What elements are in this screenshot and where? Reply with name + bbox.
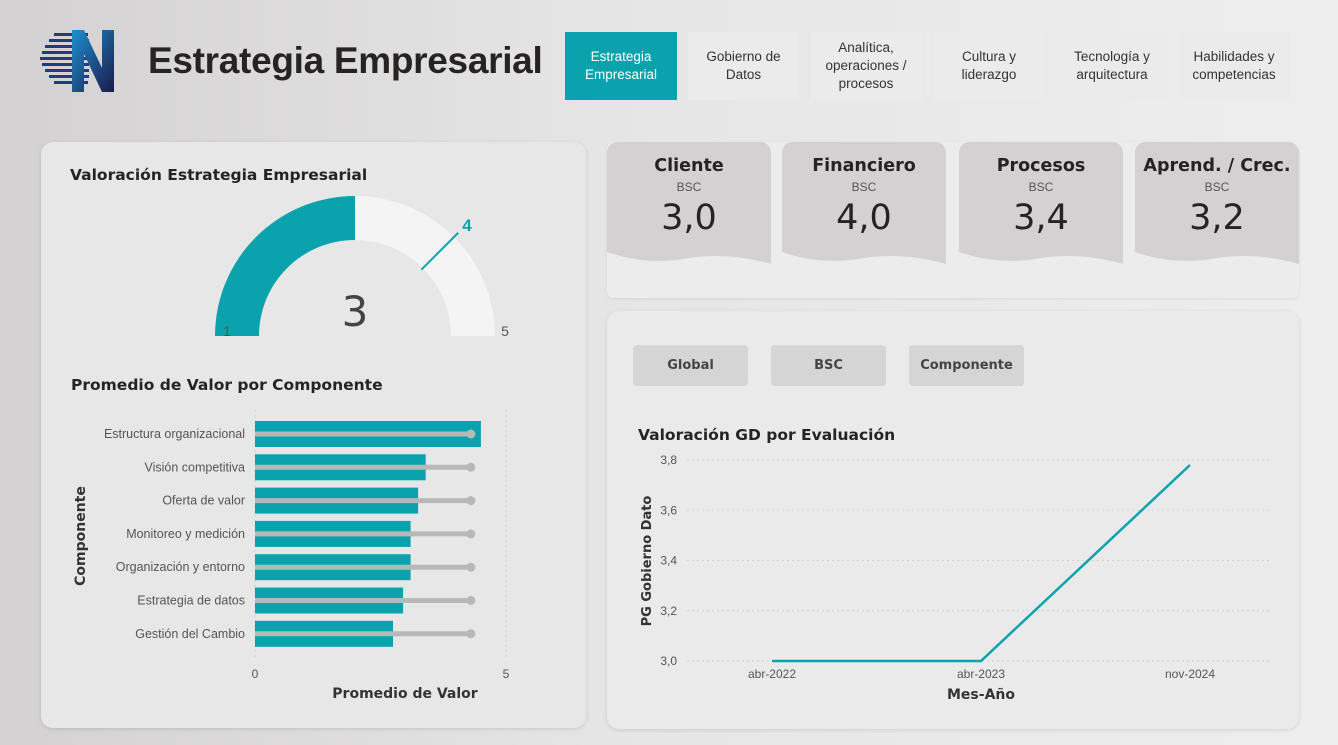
nav-tecnologia-arquitectura[interactable]: Tecnología y arquitectura [1056, 32, 1168, 100]
line-y-axis-label: PG Gobierno Dato [640, 496, 655, 627]
bar-category-label: Organización y entorno [116, 560, 245, 574]
segment-global-button[interactable]: Global [633, 345, 748, 386]
lollipop-dot [466, 462, 476, 472]
kpi-value: 4,0 [836, 198, 892, 238]
bar-chart: Estructura organizacional Visión competit… [73, 410, 510, 702]
gauge-target-marker [420, 232, 459, 271]
kpi-title: Cliente [654, 156, 724, 176]
kpi-subtitle: BSC [676, 180, 702, 194]
line-series [772, 464, 1191, 663]
line-x-axis-label: Mes-Año [947, 687, 1015, 703]
kpi-value: 3,4 [1013, 198, 1069, 238]
lollipop-dot [466, 629, 476, 639]
lollipop-dot [466, 529, 476, 539]
bar-x-axis-label: Promedio de Valor [332, 686, 478, 702]
bar-x-tick-1: 5 [503, 667, 510, 681]
kpi-card-financiero: Financiero BSC 4,0 [782, 142, 946, 298]
gauge-title: Valoración Estrategia Empresarial [70, 166, 368, 184]
kpi-card-aprendizaje: Aprend. / Crec. BSC 3,2 [1135, 142, 1299, 298]
line-y-tick: 3,2 [660, 604, 677, 618]
nav-cultura-liderazgo[interactable]: Cultura y liderazgo [933, 32, 1045, 100]
line-x-tick: abr-2023 [957, 667, 1005, 681]
line-y-tick: 3,0 [660, 654, 677, 668]
gauge-chart: 4 3 1 5 [215, 196, 509, 339]
lollipop-dot [466, 562, 476, 572]
company-logo [40, 30, 114, 92]
bar-category-label: Oferta de valor [162, 494, 245, 508]
segment-componente-button[interactable]: Componente [909, 345, 1024, 386]
line-y-tick: 3,4 [660, 554, 677, 568]
kpi-subtitle: BSC [851, 180, 877, 194]
bar-y-axis-label: Componente [73, 486, 89, 586]
page-title: Estrategia Empresarial [148, 40, 543, 81]
gauge-max-label: 5 [501, 323, 509, 339]
gauge-value-label: 3 [342, 287, 369, 336]
bar-category-label: Estrategia de datos [137, 594, 245, 608]
bar-category-label: Estructura organizacional [104, 427, 245, 441]
kpi-subtitle: BSC [1028, 180, 1054, 194]
kpi-title: Financiero [812, 156, 916, 176]
lollipop-dot [466, 429, 476, 439]
line-chart-title: Valoración GD por Evaluación [638, 426, 896, 444]
bar-x-tick-0: 0 [252, 667, 259, 681]
bar-chart-title: Promedio de Valor por Componente [71, 376, 383, 394]
kpi-card-procesos: Procesos BSC 3,4 [959, 142, 1123, 298]
gauge-fill [215, 196, 355, 336]
left-panel: Valoración Estrategia Empresarial 4 3 1 … [41, 142, 586, 728]
kpi-value: 3,0 [661, 198, 717, 238]
lollipop-dot [466, 496, 476, 506]
kpi-title: Aprend. / Crec. [1143, 156, 1291, 176]
bar-category-label: Monitoreo y medición [126, 527, 245, 541]
nav-analitica-operaciones[interactable]: Analítica, operaciones / procesos [810, 32, 922, 100]
gauge-min-label: 1 [223, 323, 231, 339]
kpi-card-cliente: Cliente BSC 3,0 [607, 142, 771, 298]
bar-category-label: Visión competitiva [144, 460, 245, 474]
gauge-target-label: 4 [462, 216, 472, 235]
line-x-tick: nov-2024 [1165, 667, 1215, 681]
line-x-tick: abr-2022 [748, 667, 796, 681]
nav-estrategia-empresarial[interactable]: Estrategia Empresarial [565, 32, 677, 100]
kpi-title: Procesos [996, 156, 1086, 176]
line-y-tick: 3,6 [660, 503, 677, 517]
nav-habilidades-competencias[interactable]: Habilidades y competencias [1178, 32, 1290, 100]
kpi-strip: Cliente BSC 3,0 Financiero BSC 4,0 Proce… [607, 142, 1299, 298]
line-chart: 3,0 3,2 3,4 3,6 3,8 abr-2022 abr-2023 nov-2024… [640, 453, 1269, 703]
bar-category-label: Gestión del Cambio [135, 627, 245, 641]
line-y-tick: 3,8 [660, 453, 677, 467]
segment-bsc-button[interactable]: BSC [771, 345, 886, 386]
kpi-subtitle: BSC [1204, 180, 1230, 194]
nav-gobierno-de-datos[interactable]: Gobierno de Datos [688, 32, 799, 100]
lollipop-dot [466, 596, 476, 605]
kpi-value: 3,2 [1189, 198, 1245, 238]
